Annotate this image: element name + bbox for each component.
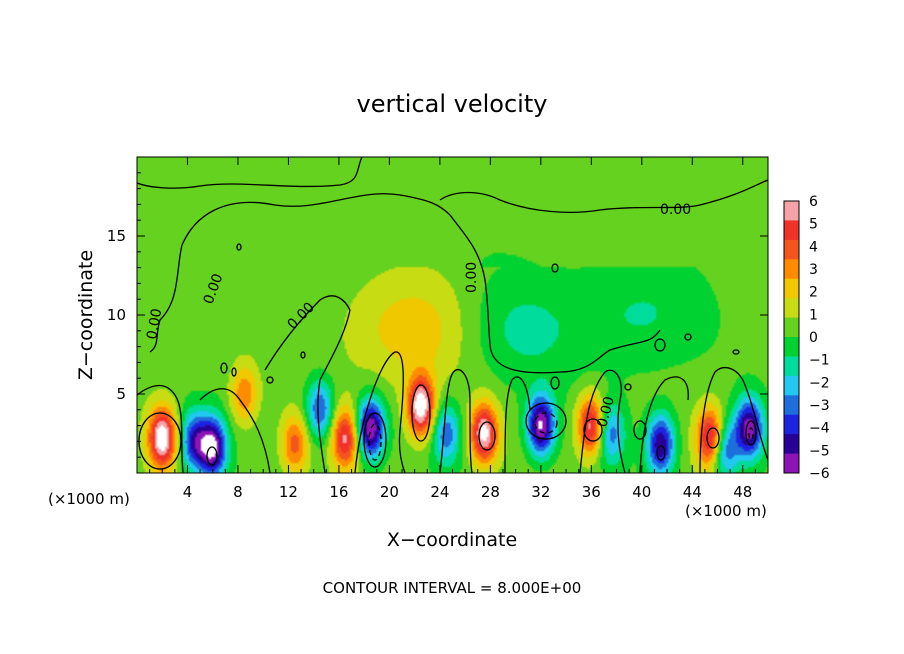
colorbar-label: 3 bbox=[809, 262, 818, 278]
colorbar-swatch bbox=[784, 298, 799, 319]
contour-line bbox=[478, 421, 496, 451]
colorbar-label: 2 bbox=[809, 285, 818, 301]
x-tick-label: 28 bbox=[481, 483, 500, 501]
contour-line bbox=[439, 179, 768, 213]
contour-lines bbox=[137, 157, 768, 473]
colorbar-label: 4 bbox=[809, 239, 818, 255]
x-tick-label: 48 bbox=[733, 483, 752, 501]
colorbar-swatch bbox=[784, 453, 799, 474]
contour-line bbox=[411, 384, 431, 442]
contour-line bbox=[264, 295, 351, 473]
colorbar-swatch bbox=[784, 337, 799, 357]
contour-line bbox=[363, 412, 387, 468]
x-tick-label: 44 bbox=[683, 483, 702, 501]
chart-title: vertical velocity bbox=[357, 90, 548, 118]
colorbar-label: −4 bbox=[809, 421, 830, 437]
colorbar-swatch bbox=[784, 356, 799, 377]
contour-line bbox=[236, 243, 242, 251]
x-unit-label: (×1000 m) bbox=[685, 502, 767, 520]
contour-line bbox=[266, 376, 274, 384]
colorbar-swatch bbox=[784, 375, 799, 396]
contour-interval-note: CONTOUR INTERVAL = 8.000E+00 bbox=[323, 579, 582, 597]
contour-line bbox=[684, 333, 692, 341]
contour-line bbox=[579, 369, 626, 473]
contour-line bbox=[624, 383, 632, 391]
contour-line bbox=[439, 368, 473, 473]
contour-line bbox=[706, 427, 720, 449]
y-unit-label: (×1000 m) bbox=[48, 490, 130, 508]
contour-label: 0.00 bbox=[144, 307, 165, 340]
x-tick-label: 12 bbox=[279, 483, 298, 501]
colorbar-swatch bbox=[784, 434, 799, 455]
colorbar-swatch bbox=[784, 395, 799, 416]
colorbar-swatch bbox=[784, 201, 799, 221]
colorbar-label: 1 bbox=[809, 307, 818, 323]
contour-line bbox=[583, 418, 603, 442]
contour-line-negative bbox=[534, 412, 558, 434]
x-tick-label: 36 bbox=[582, 483, 601, 501]
x-tick-label: 24 bbox=[430, 483, 449, 501]
contour-line bbox=[550, 376, 560, 390]
colorbar-swatch bbox=[784, 239, 799, 260]
colorbar-swatch bbox=[784, 317, 799, 338]
contour-line bbox=[220, 362, 228, 374]
colorbar-label: 5 bbox=[809, 217, 818, 233]
contour-line bbox=[137, 157, 363, 189]
x-axis-label: X−coordinate bbox=[387, 529, 517, 551]
x-tick-label: 40 bbox=[632, 483, 651, 501]
contour-line bbox=[181, 193, 661, 374]
colorbar-swatch bbox=[784, 278, 799, 299]
colorbar-label: −3 bbox=[809, 398, 830, 414]
contour-line bbox=[300, 351, 306, 359]
colorbar-label: −1 bbox=[809, 353, 830, 369]
contour-line bbox=[199, 388, 271, 473]
contour-label: 0.00 bbox=[660, 202, 691, 218]
y-tick-label: 15 bbox=[107, 227, 126, 245]
colorbar-swatch bbox=[784, 259, 799, 280]
contour-line bbox=[551, 263, 559, 273]
colorbar-swatch bbox=[784, 220, 799, 241]
contour-line bbox=[633, 420, 647, 440]
contour-line bbox=[656, 445, 666, 461]
colorbar-swatch bbox=[784, 414, 799, 435]
x-tick-label: 32 bbox=[531, 483, 550, 501]
contour-line bbox=[206, 446, 218, 466]
contour-line bbox=[732, 349, 740, 355]
colorbar-label: −6 bbox=[809, 466, 830, 482]
colorbar-label: −2 bbox=[809, 375, 830, 391]
contour-line bbox=[654, 338, 666, 352]
colorbar: 6 5 4 3 2 1 0 −1 −2 −3 −4 −5 −6 bbox=[783, 194, 830, 482]
heatmap-image bbox=[137, 157, 768, 473]
contour-line bbox=[149, 244, 183, 353]
contour-line-negative bbox=[748, 427, 754, 441]
contour-line bbox=[231, 367, 237, 377]
contour-line bbox=[354, 351, 406, 473]
y-tick-label: 10 bbox=[107, 306, 126, 324]
x-tick-label: 4 bbox=[183, 483, 193, 501]
contour-line bbox=[504, 376, 531, 473]
y-tick-label: 5 bbox=[116, 385, 126, 403]
contour-labels: 0.00 0.00 0.00 0.00 0.00 0.00 bbox=[144, 202, 691, 429]
y-axis-label: Z−coordinate bbox=[75, 250, 97, 380]
heatmap-area bbox=[137, 157, 768, 473]
x-tick-label: 8 bbox=[233, 483, 243, 501]
contour-line bbox=[639, 376, 689, 473]
colorbar-label: 0 bbox=[809, 330, 818, 346]
contour-label: 0.00 bbox=[594, 395, 618, 429]
contour-line-negative bbox=[368, 423, 382, 461]
colorbar-frame bbox=[783, 200, 800, 474]
contour-label: 0.00 bbox=[464, 262, 480, 293]
colorbar-label: 6 bbox=[809, 194, 818, 210]
contour-line bbox=[525, 402, 567, 440]
contour-line bbox=[137, 384, 184, 473]
colorbar-label: −5 bbox=[809, 443, 830, 459]
contour-line bbox=[745, 420, 757, 446]
x-tick-label: 16 bbox=[329, 483, 348, 501]
contour-line bbox=[699, 367, 768, 473]
x-tick-label: 20 bbox=[380, 483, 399, 501]
